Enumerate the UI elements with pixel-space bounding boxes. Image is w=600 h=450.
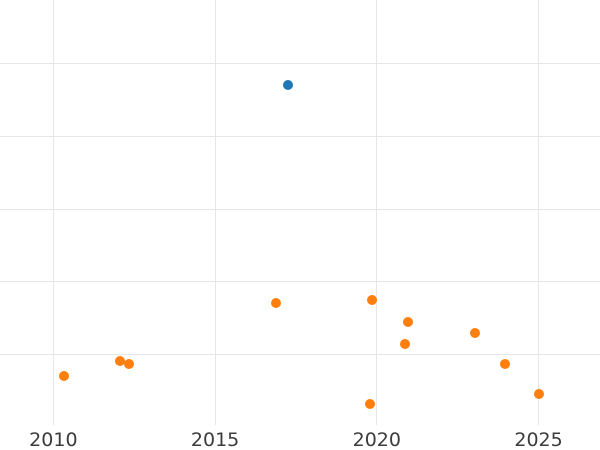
x-tick-label: 2010 <box>29 429 78 450</box>
data-point-orange-series <box>499 358 510 369</box>
y-gridline <box>0 135 600 137</box>
data-point-orange-series <box>115 355 126 366</box>
data-point-orange-series <box>366 294 377 305</box>
data-point-blue-series <box>282 79 293 90</box>
x-gridline <box>214 0 216 425</box>
x-gridline <box>376 0 378 425</box>
x-tick-label: 2020 <box>352 429 401 450</box>
data-point-orange-series <box>59 370 70 381</box>
y-gridline <box>0 353 600 355</box>
y-gridline <box>0 208 600 210</box>
x-tick-label: 2025 <box>514 429 563 450</box>
data-point-orange-series <box>402 316 413 327</box>
x-gridline <box>538 0 540 425</box>
y-gridline <box>0 281 600 283</box>
y-gridline <box>0 63 600 65</box>
x-gridline <box>52 0 54 425</box>
data-point-orange-series <box>534 389 545 400</box>
data-point-orange-series <box>124 359 135 370</box>
data-point-orange-series <box>399 339 410 350</box>
data-point-orange-series <box>365 398 376 409</box>
data-point-orange-series <box>470 328 481 339</box>
x-tick-label: 2015 <box>190 429 240 450</box>
data-point-orange-series <box>271 298 282 309</box>
